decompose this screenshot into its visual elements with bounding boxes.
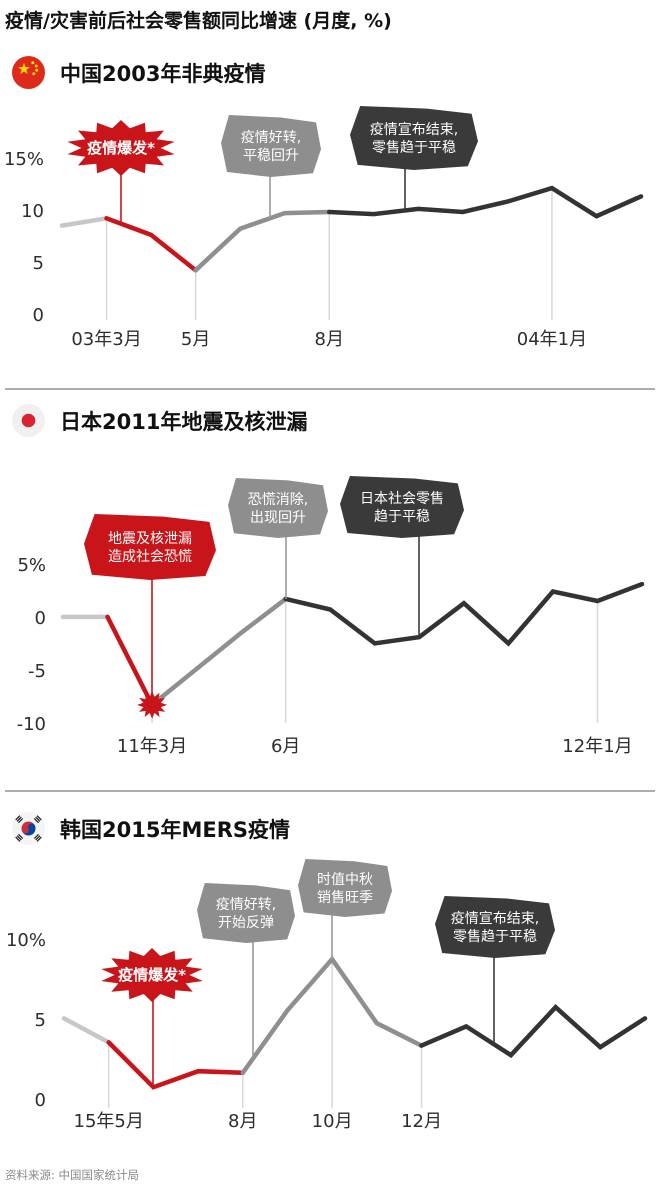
x-axis-label: 03年3月 — [71, 329, 141, 350]
y-axis-label: 0 — [35, 1090, 46, 1111]
annotation-text: 地震及核泄漏造成社会恐慌 — [108, 531, 192, 565]
chart-title-korea: 韩国2015年MERS疫情 — [60, 817, 290, 842]
page-title: 疫情/灾害前后社会零售额同比增速 (月度, %) — [5, 10, 392, 32]
annotation-text: 疫情好转,开始反弹 — [216, 897, 276, 931]
blob-callout — [298, 859, 392, 917]
series-segment-mid_gray — [149, 596, 288, 708]
y-axis-label: 15% — [4, 149, 44, 170]
y-axis-label: 5 — [35, 1010, 46, 1031]
x-axis-label: 6月 — [271, 736, 300, 757]
annotation-text: 日本社会零售趋于平稳 — [360, 491, 444, 525]
annotation-text: 疫情好转,平稳回升 — [241, 130, 301, 164]
y-axis-label: -10 — [17, 714, 46, 735]
y-axis-label: 0 — [35, 608, 46, 629]
series-segment-dark — [283, 581, 645, 647]
burst-callout — [101, 948, 203, 1002]
x-axis-label: 04年1月 — [517, 329, 587, 350]
series-segment-dark — [326, 185, 644, 219]
chart-title-japan: 日本2011年地震及核泄漏 — [60, 409, 308, 434]
x-axis-label: 5月 — [181, 329, 210, 350]
annotation-text: 时值中秋销售旺季 — [317, 872, 373, 906]
section-divider-2 — [5, 790, 655, 792]
section-divider-1 — [5, 388, 655, 390]
china-flag-icon — [12, 56, 45, 89]
burst-marker — [137, 690, 168, 719]
series-segment-red — [106, 1040, 246, 1090]
x-axis-label: 8月 — [228, 1111, 257, 1132]
blob-callout — [228, 478, 328, 538]
x-axis-label: 8月 — [315, 329, 344, 350]
annotation-text: 疫情宣布结束,零售趋于平稳 — [370, 122, 458, 156]
x-axis-label: 12月 — [401, 1111, 442, 1132]
annotation-text: 疫情爆发* — [118, 966, 186, 984]
series-segment-mid_gray — [193, 209, 332, 273]
y-axis-label: 10 — [21, 201, 44, 222]
chart-china-2003-sars: 疫情爆发* 疫情好转,平稳回升 疫情宣布结束,零售趋于平稳 15% 10 5 0 03年3月 5… — [4, 106, 644, 350]
blob-callout — [350, 106, 478, 170]
blob-callout — [84, 514, 216, 580]
annotation-text: 疫情爆发* — [87, 139, 155, 157]
blob-callout — [197, 883, 295, 943]
series-segment-light_gray — [59, 216, 109, 228]
series-segment-light_gray — [61, 1016, 111, 1045]
source-note: 资料来源: 中国国家统计局 — [5, 1168, 140, 1182]
x-axis-label: 11年3月 — [117, 736, 187, 757]
y-axis-label: 10% — [6, 930, 46, 951]
blob-callout — [340, 476, 464, 538]
burst-callout — [67, 120, 175, 176]
x-axis-label: 15年5月 — [74, 1111, 144, 1132]
x-axis-label: 10月 — [312, 1111, 353, 1132]
y-axis-label: 5 — [33, 253, 44, 274]
chart-header-korea: 韩国2015年MERS疫情 — [12, 812, 290, 845]
y-axis-label: -5 — [28, 661, 46, 682]
chart-header-china: 中国2003年非典疫情 — [12, 56, 265, 89]
y-axis-label: 5% — [17, 555, 46, 576]
japan-flag-icon — [12, 404, 45, 437]
annotation-text: 疫情宣布结束,零售趋于平稳 — [451, 911, 539, 945]
chart-japan-2011-earthquake: 地震及核泄漏造成社会恐慌 恐慌消除,出现回升 日本社会零售趋于平稳 5% 0 -5 -10 1… — [17, 476, 645, 757]
series-segment-red — [104, 216, 198, 273]
series-segment-red — [105, 614, 155, 708]
annotation-text: 恐慌消除,出现回升 — [248, 492, 308, 526]
x-axis-label: 12年1月 — [562, 736, 632, 757]
series-segment-dark — [419, 1004, 648, 1059]
chart-title-china: 中国2003年非典疫情 — [60, 61, 266, 86]
blob-callout — [221, 115, 321, 177]
chart-header-japan: 日本2011年地震及核泄漏 — [12, 404, 307, 437]
y-axis-label: 0 — [33, 305, 44, 326]
blob-callout — [435, 896, 555, 958]
korea-flag-icon — [12, 812, 45, 845]
